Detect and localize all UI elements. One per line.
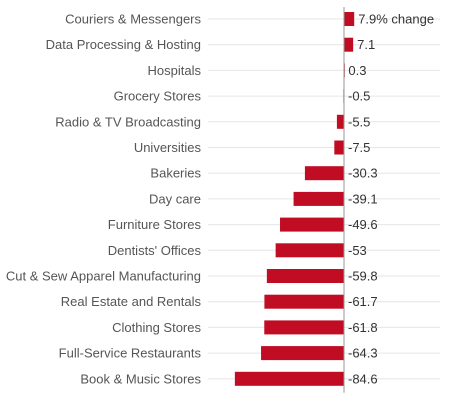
value-label: -64.3 [348, 346, 378, 361]
bar [234, 371, 344, 386]
category-label: Day care [149, 191, 201, 206]
value-label: -0.5 [348, 89, 370, 104]
category-label: Bakeries [150, 166, 201, 181]
bar [293, 191, 344, 206]
category-label: Couriers & Messengers [65, 12, 201, 27]
bars [234, 12, 355, 386]
value-label: -30.3 [348, 166, 378, 181]
value-label: -5.5 [348, 114, 370, 129]
category-labels: Couriers & Messengers Data Processing & H… [6, 12, 202, 387]
bar [280, 217, 344, 232]
category-label: Universities [134, 140, 202, 155]
value-label: -61.8 [348, 320, 378, 335]
bar [264, 294, 344, 309]
value-label: -7.5 [348, 140, 370, 155]
category-label: Dentists' Offices [108, 243, 202, 258]
bar [334, 140, 344, 155]
bar [275, 243, 344, 258]
value-label: 7.9% change [358, 12, 434, 27]
category-label: Furniture Stores [108, 217, 202, 232]
value-labels: 7.9% change 7.1 0.3 -0.5 -5.5 -7.5 -30.3 -39.1 -… [348, 12, 434, 387]
category-label: Cut & Sew Apparel Manufacturing [6, 269, 201, 284]
category-label: Book & Music Stores [80, 371, 201, 386]
category-label: Clothing Stores [112, 320, 201, 335]
bar [264, 320, 344, 335]
value-label: -39.1 [348, 191, 378, 206]
value-label: -61.7 [348, 294, 378, 309]
category-label: Full-Service Restaurants [59, 346, 202, 361]
bar [336, 114, 344, 129]
value-label: 7.1 [357, 37, 375, 52]
value-label: -53 [348, 243, 367, 258]
category-label: Grocery Stores [114, 89, 202, 104]
bar [344, 12, 355, 26]
bar [261, 346, 344, 361]
category-label: Radio & TV Broadcasting [55, 114, 201, 129]
category-label: Data Processing & Hosting [46, 37, 201, 52]
value-label: -59.8 [348, 269, 378, 284]
category-label: Real Estate and Rentals [61, 294, 202, 309]
value-label: -84.6 [348, 371, 378, 386]
value-label: -49.6 [348, 217, 378, 232]
bar [344, 37, 354, 52]
category-label: Hospitals [148, 63, 202, 78]
bar [304, 166, 344, 181]
bar [266, 269, 344, 283]
value-label: 0.3 [348, 63, 366, 78]
